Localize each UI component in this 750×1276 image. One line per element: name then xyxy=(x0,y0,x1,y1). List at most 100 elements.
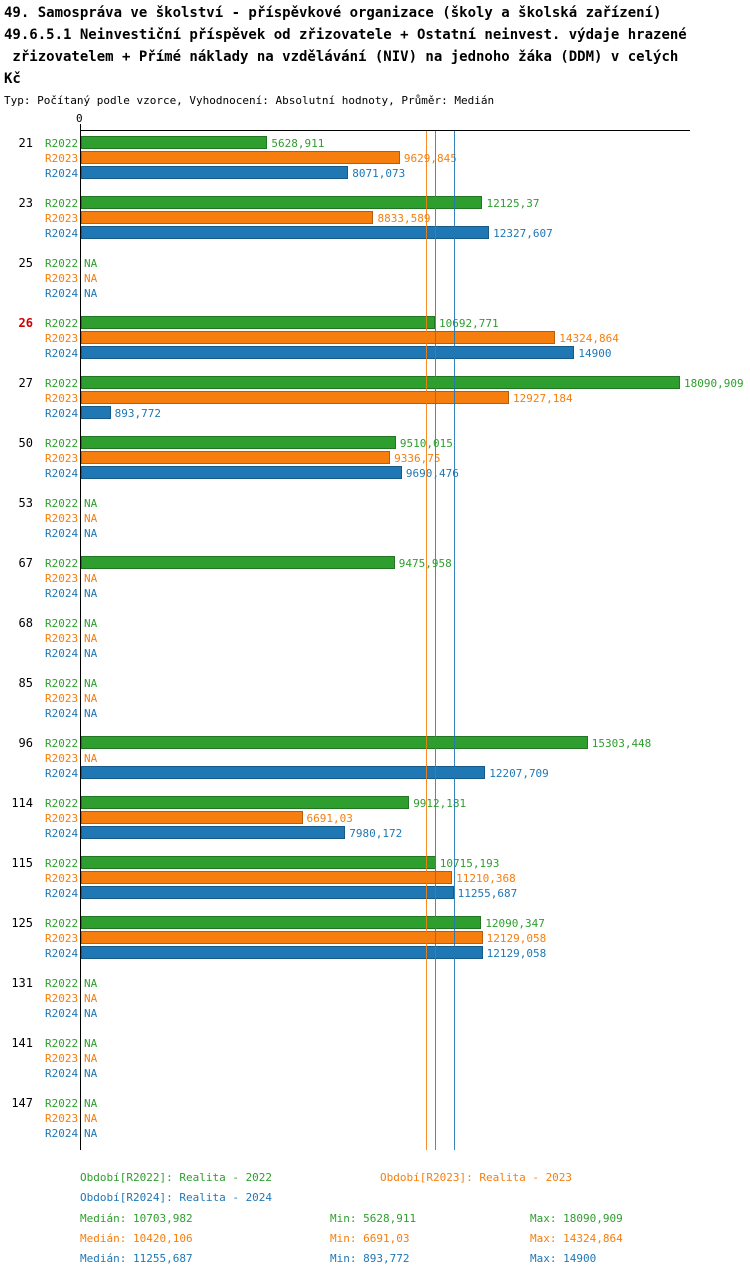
bar[interactable] xyxy=(81,391,510,404)
bar[interactable] xyxy=(81,766,486,779)
series-label: R2022 xyxy=(45,977,79,990)
bar[interactable] xyxy=(81,316,436,329)
bar[interactable] xyxy=(81,451,391,464)
bar[interactable] xyxy=(81,871,453,884)
bar[interactable] xyxy=(81,736,588,749)
series-label: R2024 xyxy=(45,827,79,840)
group-label: 125 xyxy=(11,916,33,930)
series-label: R2023 xyxy=(45,992,79,1005)
na-label: NA xyxy=(84,1112,98,1125)
report-title-line4: Kč xyxy=(4,71,21,87)
group-label: 114 xyxy=(11,796,33,810)
bar-value-label: 12327,607 xyxy=(493,227,553,240)
median-line-r2023 xyxy=(426,131,427,1150)
series-label: R2023 xyxy=(45,332,79,345)
na-label: NA xyxy=(84,1037,98,1050)
na-label: NA xyxy=(84,527,98,540)
na-label: NA xyxy=(84,587,98,600)
report-subtitle: Typ: Počítaný podle vzorce, Vyhodnocení:… xyxy=(4,94,495,107)
na-label: NA xyxy=(84,1007,98,1020)
bar-value-label: 8071,073 xyxy=(352,167,406,180)
bar[interactable] xyxy=(81,166,349,179)
bar[interactable] xyxy=(81,556,395,569)
bar[interactable] xyxy=(81,856,436,869)
series-label: R2022 xyxy=(45,797,79,810)
stat-min-r2022: Min: 5628,911 xyxy=(330,1212,417,1225)
bar[interactable] xyxy=(81,151,400,164)
na-label: NA xyxy=(84,707,98,720)
series-label: R2024 xyxy=(45,647,79,660)
bar-value-label: 9475,958 xyxy=(399,557,452,570)
series-label: R2023 xyxy=(45,152,79,165)
na-label: NA xyxy=(84,572,98,585)
series-label: R2023 xyxy=(45,512,79,525)
bar-value-label: 12129,058 xyxy=(486,947,547,960)
bar-value-label: 12129,058 xyxy=(486,932,547,945)
series-label: R2024 xyxy=(45,227,79,240)
series-label: R2024 xyxy=(45,587,79,600)
na-label: NA xyxy=(84,1067,98,1080)
bar-value-label: 11255,687 xyxy=(457,887,518,900)
bar[interactable] xyxy=(81,916,482,929)
series-label: R2023 xyxy=(45,872,79,885)
bar[interactable] xyxy=(81,331,556,344)
series-label: R2023 xyxy=(45,692,79,705)
na-label: NA xyxy=(84,617,98,630)
stat-median-r2023: Medián: 10420,106 xyxy=(80,1232,193,1245)
bar[interactable] xyxy=(81,376,680,389)
stat-median-r2022: Medián: 10703,982 xyxy=(80,1212,193,1225)
group-label: 96 xyxy=(18,736,33,750)
bar-value-label: 7980,172 xyxy=(349,827,403,840)
bar[interactable] xyxy=(81,466,402,479)
series-label: R2024 xyxy=(45,347,79,360)
series-label: R2023 xyxy=(45,812,79,825)
series-label: R2022 xyxy=(45,437,79,450)
group-label: 115 xyxy=(11,856,33,870)
bar[interactable] xyxy=(81,796,410,809)
group-label: 85 xyxy=(18,676,33,690)
series-label: R2022 xyxy=(45,377,79,390)
group-label: 25 xyxy=(18,256,33,270)
bar[interactable] xyxy=(81,436,396,449)
bar-value-label: 12927,184 xyxy=(513,392,573,405)
bar[interactable] xyxy=(81,406,111,419)
bar[interactable] xyxy=(81,946,483,959)
series-label: R2022 xyxy=(45,677,79,690)
bar[interactable] xyxy=(81,136,268,149)
stat-max-r2023: Max: 14324,864 xyxy=(530,1232,623,1245)
na-label: NA xyxy=(84,272,98,285)
bar-value-label: 10715,193 xyxy=(439,857,500,870)
series-label: R2022 xyxy=(45,737,79,750)
group-label: 147 xyxy=(11,1096,33,1110)
series-label: R2024 xyxy=(45,1007,79,1020)
series-label: R2023 xyxy=(45,212,79,225)
series-label: R2024 xyxy=(45,467,79,480)
bar-value-label: 11210,368 xyxy=(456,872,516,885)
bar[interactable] xyxy=(81,826,346,839)
bar[interactable] xyxy=(81,346,575,359)
na-label: NA xyxy=(84,632,98,645)
bar[interactable] xyxy=(81,196,483,209)
bar[interactable] xyxy=(81,226,490,239)
bar[interactable] xyxy=(81,211,374,224)
series-label: R2022 xyxy=(45,317,79,330)
group-label: 67 xyxy=(18,556,33,570)
legend-item-r2022: Období[R2022]: Realita - 2022 xyxy=(80,1171,273,1184)
bar[interactable] xyxy=(81,886,454,899)
na-label: NA xyxy=(84,677,98,690)
median-line-r2024 xyxy=(453,131,455,1150)
bar-value-label: 8833,589 xyxy=(377,212,431,225)
stat-min-r2023: Min: 6691,03 xyxy=(330,1232,410,1245)
bar-value-label: 12090,347 xyxy=(485,917,545,930)
bar-value-label: 14324,864 xyxy=(559,332,619,345)
bar[interactable] xyxy=(81,811,303,824)
stat-max-r2024: Max: 14900 xyxy=(530,1252,597,1265)
bar[interactable] xyxy=(81,931,483,944)
bar-value-label: 9912,181 xyxy=(413,797,467,810)
bar-value-label: 893,772 xyxy=(114,407,161,420)
na-label: NA xyxy=(84,752,98,765)
series-label: R2024 xyxy=(45,167,79,180)
y-axis-line xyxy=(80,124,81,1150)
group-label: 53 xyxy=(18,496,33,510)
series-label: R2022 xyxy=(45,1097,79,1110)
